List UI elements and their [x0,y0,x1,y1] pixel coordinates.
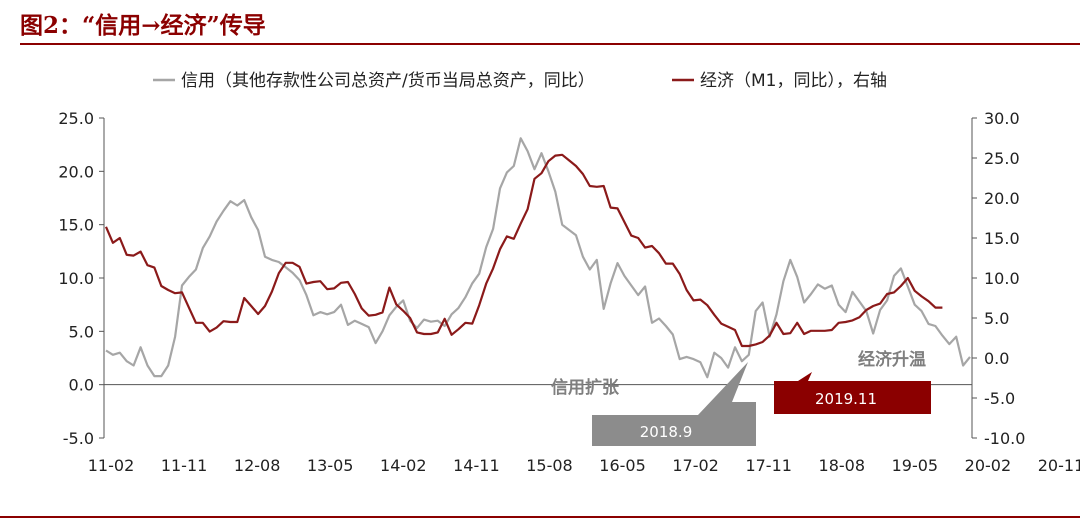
left-tick-label: 10.0 [58,269,94,288]
annotation-economy-callout [774,372,931,414]
x-tick-label: 11-02 [88,456,135,475]
x-tick-label: 14-02 [380,456,427,475]
x-tick-label: 18-08 [819,456,866,475]
x-tick-label: 12-08 [234,456,281,475]
x-tick-label: 13-05 [307,456,354,475]
left-tick-label: -5.0 [63,429,94,448]
annotation-credit-callout [592,362,756,446]
legend-label-economy: 经济（M1，同比），右轴 [700,71,887,91]
x-tick-label: 14-11 [453,456,500,475]
series-line-economy [104,153,943,348]
right-tick-label: -10.0 [984,429,1025,448]
right-tick-label: 0.0 [984,349,1009,368]
x-tick-label: 16-05 [599,456,646,475]
x-tick-label: 17-11 [745,456,792,475]
right-tick-label: 30.0 [984,109,1020,128]
x-tick-label: 15-08 [526,456,573,475]
left-tick-label: 5.0 [69,322,94,341]
right-tick-label: 15.0 [984,229,1020,248]
right-tick-label: 10.0 [984,269,1020,288]
title-rule [20,43,1080,45]
left-tick-label: 25.0 [58,109,94,128]
right-tick-label: -5.0 [984,389,1015,408]
x-tick-label: 20-02 [965,456,1012,475]
legend-label-credit: 信用（其他存款性公司总资产/货币当局总资产，同比） [181,71,595,91]
x-tick-label: 17-02 [672,456,719,475]
footer-rule [0,516,1080,518]
x-tick-label: 11-11 [161,456,208,475]
annotation-economy-date: 2019.11 [815,390,877,408]
right-tick-label: 5.0 [984,309,1009,328]
left-tick-label: 0.0 [69,376,94,395]
x-tick-label: 20-11 [1038,456,1080,475]
x-tick-label: 19-05 [892,456,939,475]
right-tick-label: 20.0 [984,189,1020,208]
series-line-credit [105,137,971,379]
annotation-credit-label: 信用扩张 [551,377,620,398]
annotation-credit-date: 2018.9 [640,423,693,441]
page-title: 图2：“信用→经济”传导 [20,12,266,39]
right-tick-label: 25.0 [984,149,1020,168]
annotation-economy-label: 经济升温 [858,349,926,370]
left-tick-label: 15.0 [58,216,94,235]
left-tick-label: 20.0 [58,162,94,181]
